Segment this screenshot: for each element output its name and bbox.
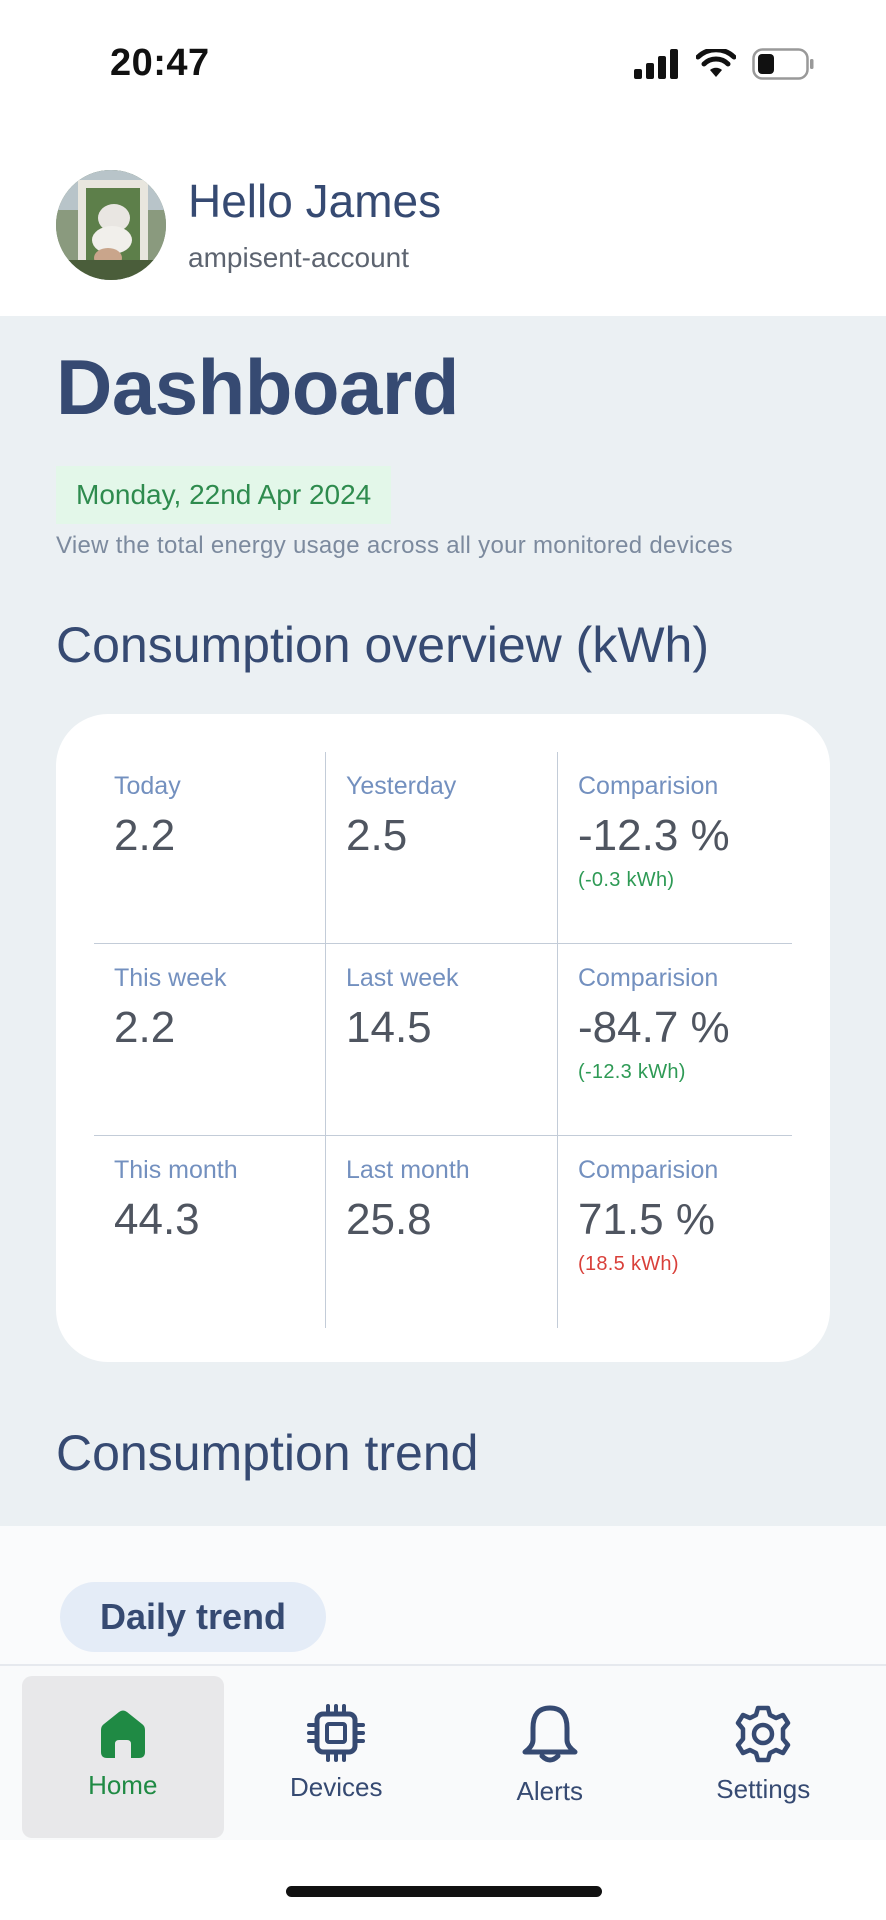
avatar[interactable] bbox=[56, 170, 166, 280]
bell-icon bbox=[522, 1705, 578, 1763]
home-icon bbox=[100, 1710, 145, 1758]
status-time: 20:47 bbox=[110, 42, 210, 84]
this-month-cell: This month 44.3 bbox=[94, 1136, 326, 1328]
cell-label: Comparision bbox=[578, 772, 719, 800]
cell-value: 2.5 bbox=[346, 811, 408, 860]
comparison-delta: (-12.3 kWh) bbox=[578, 1061, 686, 1083]
cell-label: Last week bbox=[346, 964, 459, 992]
gear-icon bbox=[736, 1705, 791, 1763]
cell-label: Today bbox=[114, 772, 181, 800]
dashboard-description: View the total energy usage across all y… bbox=[56, 532, 733, 559]
comparison-delta: (-0.3 kWh) bbox=[578, 869, 675, 891]
cellular-signal-icon bbox=[634, 49, 678, 79]
bottom-nav: Home Devices Alerts Settings bbox=[0, 1664, 886, 1840]
comparison-value: 71.5 % bbox=[578, 1195, 715, 1244]
nav-devices[interactable]: Devices bbox=[236, 1676, 438, 1838]
cell-label: Yesterday bbox=[346, 772, 457, 800]
date-badge: Monday, 22nd Apr 2024 bbox=[56, 466, 392, 524]
wifi-icon bbox=[696, 49, 736, 77]
greeting: Hello James bbox=[188, 175, 442, 227]
comparison-value: -12.3 % bbox=[578, 811, 730, 860]
trend-area: Daily trend bbox=[0, 1526, 886, 1666]
nav-home[interactable]: Home bbox=[22, 1676, 224, 1838]
chip-icon bbox=[307, 1704, 366, 1762]
dashboard-main: Dashboard Monday, 22nd Apr 2024 View the… bbox=[0, 316, 886, 1526]
cell-label: This week bbox=[114, 964, 227, 992]
nav-alerts[interactable]: Alerts bbox=[449, 1676, 651, 1838]
last-week-cell: Last week 14.5 bbox=[326, 944, 558, 1136]
header: Hello James ampisent-account bbox=[0, 130, 886, 316]
yesterday-cell: Yesterday 2.5 bbox=[326, 752, 558, 944]
avatar-photo-icon bbox=[56, 170, 166, 280]
account-name: ampisent-account bbox=[188, 242, 410, 273]
cell-label: Last month bbox=[346, 1156, 470, 1184]
trend-title: Consumption trend bbox=[56, 1425, 479, 1481]
cell-value: 14.5 bbox=[346, 1003, 432, 1052]
bottom-safe-area bbox=[0, 1840, 886, 1920]
nav-label: Alerts bbox=[516, 1776, 583, 1806]
cell-value: 25.8 bbox=[346, 1195, 432, 1244]
last-month-cell: Last month 25.8 bbox=[326, 1136, 558, 1328]
nav-label: Devices bbox=[290, 1772, 383, 1802]
overview-title: Consumption overview (kWh) bbox=[56, 617, 709, 673]
nav-settings[interactable]: Settings bbox=[663, 1676, 865, 1838]
comparison-delta: (18.5 kWh) bbox=[578, 1253, 679, 1275]
monthly-comparison-cell: Comparision 71.5 % (18.5 kWh) bbox=[558, 1136, 792, 1328]
comparison-value: -84.7 % bbox=[578, 1003, 730, 1052]
home-indicator[interactable] bbox=[286, 1886, 602, 1897]
cell-label: Comparision bbox=[578, 1156, 719, 1184]
status-icons bbox=[634, 48, 814, 80]
overview-card: Today 2.2 Yesterday 2.5 Comparision -12.… bbox=[56, 714, 830, 1362]
weekly-comparison-cell: Comparision -84.7 % (-12.3 kWh) bbox=[558, 944, 792, 1136]
nav-label: Settings bbox=[716, 1774, 811, 1804]
overview-grid: Today 2.2 Yesterday 2.5 Comparision -12.… bbox=[94, 752, 792, 1328]
cell-value: 2.2 bbox=[114, 1003, 176, 1052]
this-week-cell: This week 2.2 bbox=[94, 944, 326, 1136]
cell-label: Comparision bbox=[578, 964, 719, 992]
battery-icon bbox=[752, 48, 814, 80]
cell-value: 44.3 bbox=[114, 1195, 200, 1244]
page-title: Dashboard bbox=[56, 343, 459, 431]
daily-trend-tab[interactable]: Daily trend bbox=[60, 1582, 326, 1652]
cell-label: This month bbox=[114, 1156, 238, 1184]
today-cell: Today 2.2 bbox=[94, 752, 326, 944]
status-bar: 20:47 bbox=[0, 0, 886, 130]
nav-label: Home bbox=[88, 1770, 158, 1800]
cell-value: 2.2 bbox=[114, 811, 176, 860]
daily-comparison-cell: Comparision -12.3 % (-0.3 kWh) bbox=[558, 752, 792, 944]
